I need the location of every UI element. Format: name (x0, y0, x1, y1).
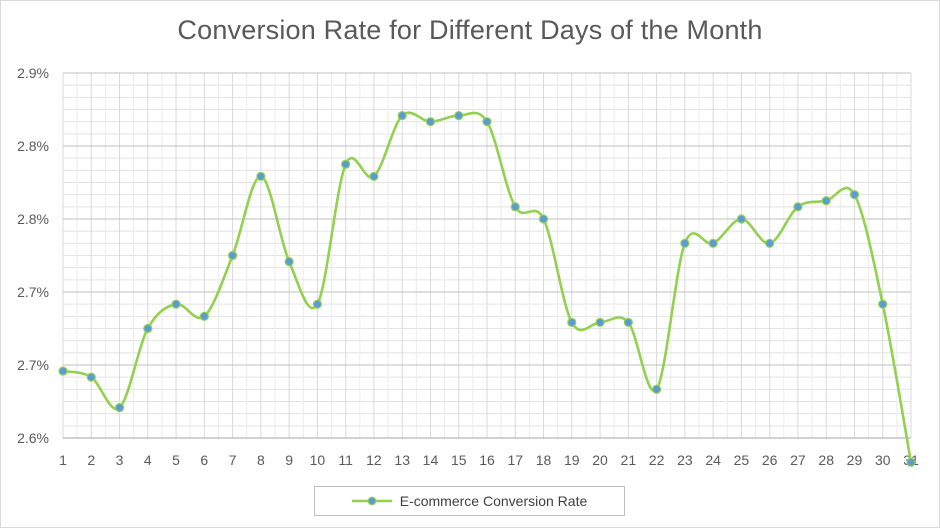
x-tick-label: 5 (172, 452, 180, 468)
data-point (341, 159, 351, 169)
x-tick-label: 26 (762, 452, 778, 468)
data-point (821, 196, 831, 206)
x-tick-label: 9 (285, 452, 293, 468)
x-tick-label: 22 (649, 452, 665, 468)
data-point (256, 171, 266, 182)
data-point (595, 317, 605, 328)
x-tick-label: 13 (394, 452, 410, 468)
x-tick-label: 6 (200, 452, 208, 468)
data-point (793, 202, 803, 212)
x-tick-label: 24 (705, 452, 721, 468)
legend-label: E-commerce Conversion Rate (399, 493, 588, 509)
x-axis-tick-labels: 1 2 3 4 5 6 7 8 9 10 11 12 13 14 15 16 17 18 19 20 21 22 23 24 2… (59, 452, 919, 468)
x-tick-label: 4 (144, 452, 152, 468)
data-point (708, 238, 718, 248)
data-point (397, 110, 407, 121)
data-point (510, 202, 520, 212)
y-tick-label: 2.8% (17, 211, 49, 227)
data-point (849, 190, 860, 200)
data-point (171, 299, 181, 309)
series-markers (58, 110, 916, 467)
data-point (228, 250, 238, 261)
chart-title: Conversion Rate for Different Days of th… (177, 15, 763, 45)
data-point (651, 384, 662, 394)
data-point (114, 402, 125, 413)
data-point (906, 457, 916, 467)
minor-gridlines (62, 72, 912, 439)
data-point (312, 299, 322, 309)
data-point (680, 238, 690, 248)
x-tick-label: 10 (310, 452, 326, 468)
major-gridlines (63, 72, 911, 439)
data-point (736, 214, 747, 224)
y-tick-label: 2.8% (17, 138, 49, 154)
x-tick-label: 15 (451, 452, 467, 468)
data-point (454, 110, 464, 121)
data-point (538, 214, 549, 224)
data-point (623, 317, 633, 328)
data-point (284, 256, 294, 267)
x-tick-label: 19 (564, 452, 580, 468)
data-point (567, 317, 577, 328)
data-point (878, 299, 888, 309)
data-point (482, 117, 492, 127)
x-tick-label: 14 (423, 452, 439, 468)
x-tick-label: 11 (338, 452, 353, 468)
x-tick-label: 16 (479, 452, 495, 468)
y-axis-tick-labels: 2.6% 2.7% 2.7% 2.8% 2.8% 2.9% (17, 65, 49, 446)
data-point (58, 366, 68, 376)
x-tick-label: 12 (366, 452, 382, 468)
x-tick-label: 7 (229, 452, 237, 468)
x-tick-label: 28 (818, 452, 834, 468)
x-tick-label: 30 (875, 452, 891, 468)
y-tick-label: 2.7% (17, 284, 49, 300)
x-tick-label: 18 (536, 452, 552, 468)
data-point (86, 372, 96, 382)
x-tick-label: 29 (847, 452, 863, 468)
x-tick-label: 3 (116, 452, 124, 468)
chart-legend: E-commerce Conversion Rate (314, 486, 625, 516)
y-tick-label: 2.6% (17, 430, 49, 446)
data-point (143, 323, 153, 334)
data-point (765, 238, 775, 248)
y-tick-label: 2.7% (17, 357, 49, 373)
data-point (199, 311, 209, 321)
legend-swatch (351, 496, 392, 506)
x-tick-label: 21 (621, 452, 637, 468)
x-tick-label: 1 (59, 452, 67, 468)
data-point (369, 171, 379, 182)
x-tick-label: 8 (257, 452, 265, 468)
x-tick-label: 2 (87, 452, 95, 468)
x-tick-label: 27 (790, 452, 806, 468)
x-tick-label: 20 (592, 452, 608, 468)
x-tick-label: 23 (677, 452, 693, 468)
x-tick-label: 25 (734, 452, 750, 468)
x-tick-label: 17 (507, 452, 523, 468)
data-point (425, 117, 436, 127)
y-tick-label: 2.9% (17, 65, 49, 81)
